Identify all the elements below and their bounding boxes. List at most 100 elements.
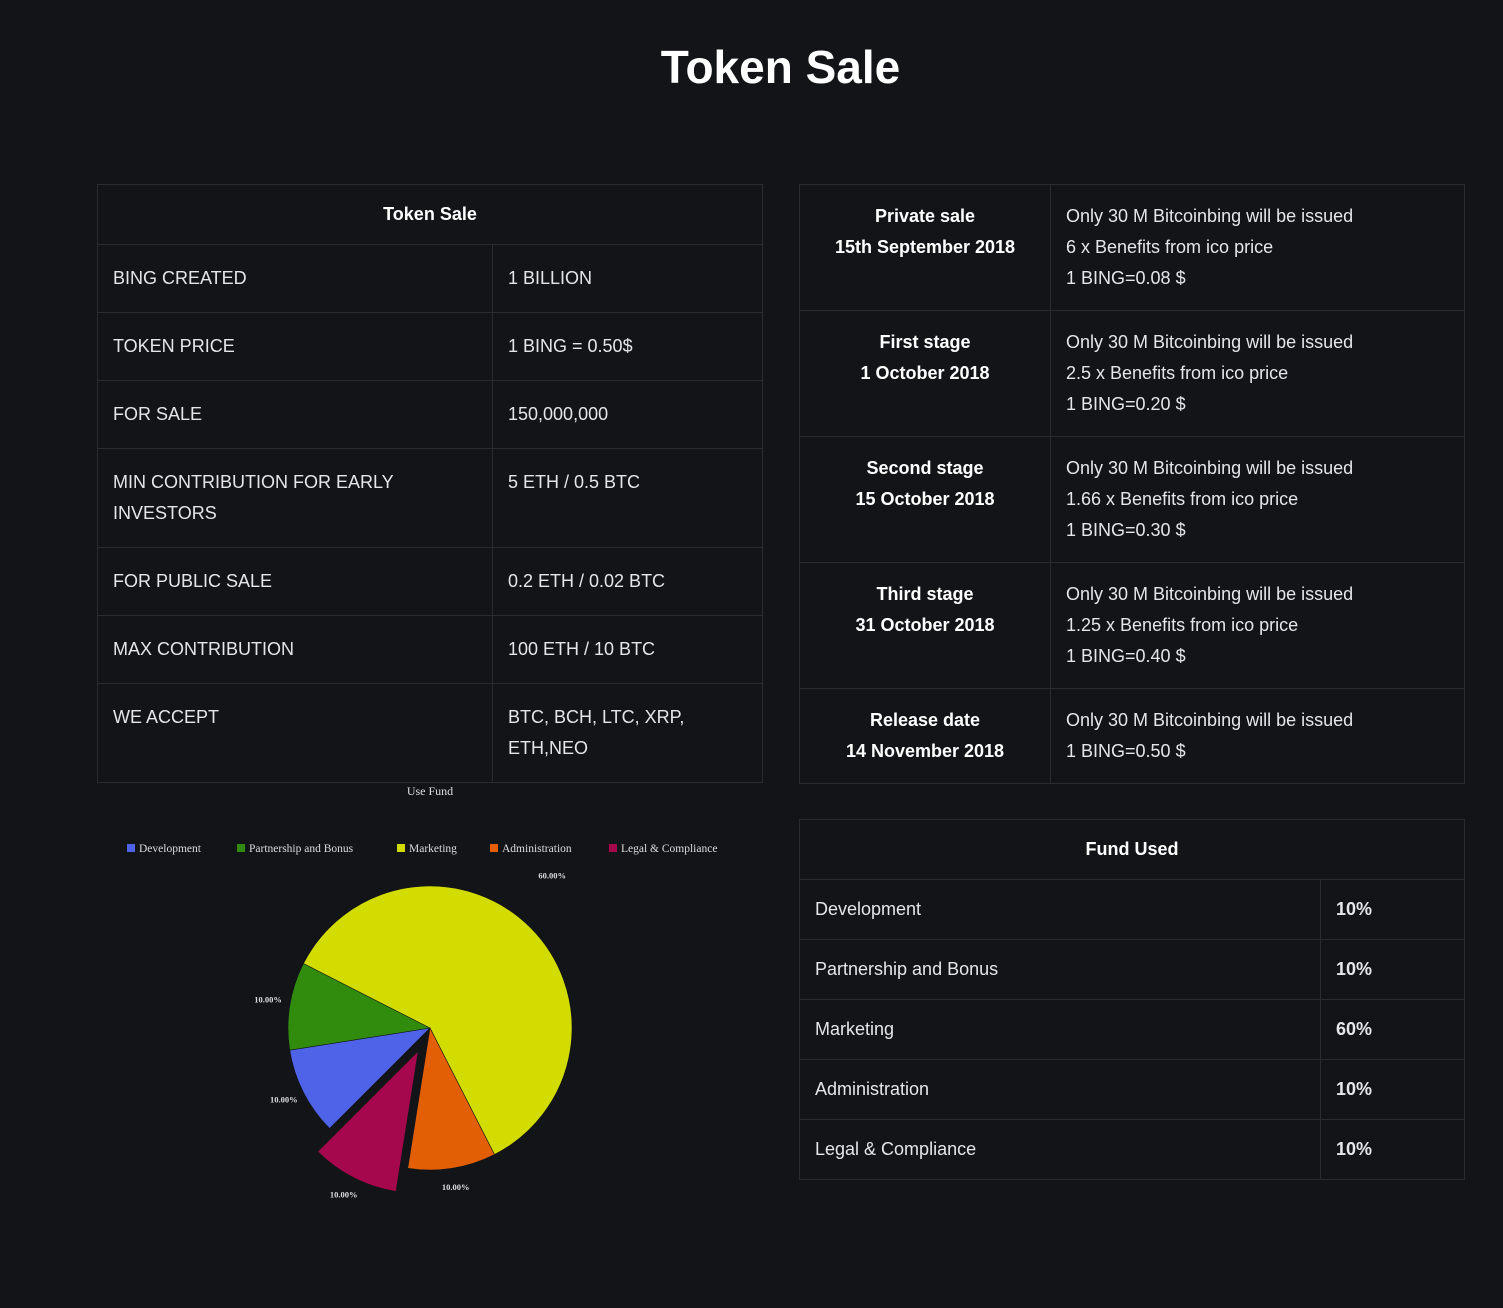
legend-swatch — [490, 844, 498, 852]
row-label: MAX CONTRIBUTION — [97, 615, 493, 684]
stage-cell: Release date 14 November 2018 — [799, 688, 1051, 784]
table-row: Development 10% — [799, 879, 1465, 940]
stage-name: First stage — [879, 332, 971, 352]
stage-name: Release date — [869, 710, 981, 730]
use-fund-pie-chart: Use Fund Development Partnership and Bonu… — [127, 784, 717, 1199]
sale-stages-table: Private sale 15th September 2018 Only 30 M… — [799, 184, 1465, 784]
table-row: FOR PUBLIC SALE 0.2 ETH / 0.02 BTC — [97, 547, 763, 616]
slice-data-label: 10.00% — [254, 994, 282, 1004]
stage-detail-line: 1 BING=0.40 $ — [1066, 646, 1186, 666]
stage-cell: First stage 1 October 2018 — [799, 310, 1051, 437]
row-label: WE ACCEPT — [97, 683, 493, 783]
fund-label: Partnership and Bonus — [799, 939, 1321, 1000]
table-row: Partnership and Bonus 10% — [799, 939, 1465, 1000]
stage-details: Only 30 M Bitcoinbing will be issued 2.5 … — [1050, 310, 1465, 437]
stage-details: Only 30 M Bitcoinbing will be issued 1 BI… — [1050, 688, 1465, 784]
row-label: FOR PUBLIC SALE — [97, 547, 493, 616]
stage-name: Second stage — [866, 458, 984, 478]
stage-cell: Second stage 15 October 2018 — [799, 436, 1051, 563]
stage-row: First stage 1 October 2018 Only 30 M Bitco… — [799, 310, 1465, 437]
legend-label: Partnership and Bonus — [249, 843, 354, 855]
row-value: 0.2 ETH / 0.02 BTC — [492, 547, 763, 616]
legend-label: Administration — [502, 843, 572, 855]
stage-row: Release date 14 November 2018 Only 30 M Bi… — [799, 688, 1465, 784]
legend-label: Development — [139, 843, 202, 855]
fund-value: 60% — [1320, 999, 1465, 1060]
pie-slice-partnership-and-bonus — [287, 963, 431, 1051]
slice-data-label: 10.00% — [330, 1189, 358, 1199]
stage-detail-line: 6 x Benefits from ico price — [1066, 237, 1274, 257]
stage-details: Only 30 M Bitcoinbing will be issued 1.25… — [1050, 562, 1465, 689]
legend-label: Marketing — [409, 843, 457, 855]
token-sale-table: Token Sale BING CREATED 1 BILLION TOKEN PR… — [97, 184, 763, 783]
table-row: MIN CONTRIBUTION FOR EARLY INVESTORS 5 ET… — [97, 448, 763, 548]
stage-row: Third stage 31 October 2018 Only 30 M Bitc… — [799, 562, 1465, 689]
stage-details: Only 30 M Bitcoinbing will be issued 6 x … — [1050, 184, 1465, 311]
stage-row: Private sale 15th September 2018 Only 30 M… — [799, 184, 1465, 311]
fund-value: 10% — [1320, 939, 1465, 1000]
pie-slice-administration — [407, 1027, 495, 1171]
slice-data-label: 10.00% — [270, 1094, 298, 1104]
page-title: Token Sale — [660, 41, 901, 93]
table-row: Marketing 60% — [799, 999, 1465, 1060]
legend-swatch — [609, 844, 617, 852]
fund-label: Marketing — [799, 999, 1321, 1060]
row-label: BING CREATED — [97, 244, 493, 313]
table-row: TOKEN PRICE 1 BING = 0.50$ — [97, 312, 763, 381]
chart-title: Use Fund — [407, 784, 453, 798]
stage-date: 15 October 2018 — [855, 489, 995, 509]
stage-detail-line: Only 30 M Bitcoinbing will be issued — [1066, 584, 1354, 604]
stage-detail-line: 1.66 x Benefits from ico price — [1066, 489, 1299, 509]
row-value: 5 ETH / 0.5 BTC — [492, 448, 763, 548]
table-row: Legal & Compliance 10% — [799, 1119, 1465, 1180]
stage-date: 1 October 2018 — [860, 363, 990, 383]
legend-label: Legal & Compliance — [621, 843, 717, 855]
fund-label: Administration — [799, 1059, 1321, 1120]
row-label: FOR SALE — [97, 380, 493, 449]
stage-name: Third stage — [876, 584, 974, 604]
fund-value: 10% — [1320, 879, 1465, 940]
row-label: MIN CONTRIBUTION FOR EARLY INVESTORS — [97, 448, 493, 548]
fund-label: Development — [799, 879, 1321, 940]
fund-value: 10% — [1320, 1059, 1465, 1120]
row-value: 150,000,000 — [492, 380, 763, 449]
legend-swatch — [127, 844, 135, 852]
table-row: WE ACCEPT BTC, BCH, LTC, XRP, ETH,NEO — [97, 683, 763, 783]
fund-value: 10% — [1320, 1119, 1465, 1180]
pie-slice-development — [289, 1027, 431, 1129]
stage-detail-line: 1 BING=0.08 $ — [1066, 268, 1186, 288]
fund-label: Legal & Compliance — [799, 1119, 1321, 1180]
stage-details: Only 30 M Bitcoinbing will be issued 1.66… — [1050, 436, 1465, 563]
stage-name: Private sale — [874, 206, 976, 226]
stage-cell: Third stage 31 October 2018 — [799, 562, 1051, 689]
row-label: TOKEN PRICE — [97, 312, 493, 381]
fund-used-table: Fund Used Development 10% Partnership and … — [799, 819, 1465, 1180]
legend-swatch — [397, 844, 405, 852]
stage-date: 15th September 2018 — [834, 237, 1016, 257]
fund-used-table-header: Fund Used — [799, 819, 1465, 880]
table-row: FOR SALE 150,000,000 — [97, 380, 763, 449]
token-sale-table-header: Token Sale — [97, 184, 763, 245]
legend-swatch — [237, 844, 245, 852]
stage-detail-line: 1 BING=0.20 $ — [1066, 394, 1186, 414]
stage-detail-line: 1 BING=0.50 $ — [1066, 741, 1186, 761]
slice-data-label: 60.00% — [538, 871, 566, 881]
row-value: BTC, BCH, LTC, XRP, ETH,NEO — [492, 683, 763, 783]
row-value: 100 ETH / 10 BTC — [492, 615, 763, 684]
table-row: BING CREATED 1 BILLION — [97, 244, 763, 313]
stage-detail-line: 2.5 x Benefits from ico price — [1066, 363, 1289, 383]
table-row: MAX CONTRIBUTION 100 ETH / 10 BTC — [97, 615, 763, 684]
stage-detail-line: 1 BING=0.30 $ — [1066, 520, 1186, 540]
table-row: Administration 10% — [799, 1059, 1465, 1120]
pie-slice-legal-compliance — [317, 1050, 419, 1192]
row-value: 1 BING = 0.50$ — [492, 312, 763, 381]
stage-date: 14 November 2018 — [845, 741, 1005, 761]
stage-row: Second stage 15 October 2018 Only 30 M Bit… — [799, 436, 1465, 563]
stage-detail-line: 1.25 x Benefits from ico price — [1066, 615, 1299, 635]
stage-detail-line: Only 30 M Bitcoinbing will be issued — [1066, 206, 1354, 226]
stage-cell: Private sale 15th September 2018 — [799, 184, 1051, 311]
stage-detail-line: Only 30 M Bitcoinbing will be issued — [1066, 458, 1354, 478]
slice-data-label: 10.00% — [442, 1182, 470, 1192]
row-value: 1 BILLION — [492, 244, 763, 313]
stage-detail-line: Only 30 M Bitcoinbing will be issued — [1066, 710, 1354, 730]
